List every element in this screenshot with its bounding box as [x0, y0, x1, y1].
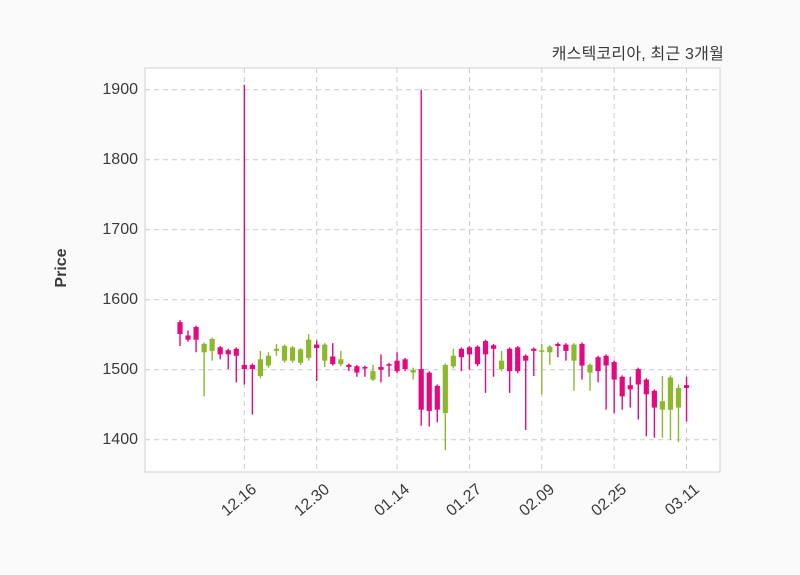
y-tick-label: 1600 [102, 290, 138, 308]
plot-border [144, 67, 721, 473]
candle-body [539, 350, 545, 352]
candle-body [265, 355, 272, 366]
candle-body [603, 355, 609, 366]
candle-body [651, 390, 657, 408]
candle-body [306, 339, 312, 358]
y-tick-label: 1800 [102, 150, 138, 168]
candle-body [426, 372, 432, 412]
y-tick-label: 1500 [102, 360, 138, 378]
candle-body [507, 348, 513, 372]
candle-body [402, 359, 408, 370]
candle-body [362, 366, 368, 369]
candle-body [338, 359, 344, 365]
y-tick-label: 1400 [102, 430, 138, 448]
candle-body [627, 385, 633, 390]
candle-body [587, 364, 593, 373]
candle-body [515, 347, 521, 372]
candle-body [233, 348, 239, 356]
candle-body [330, 356, 336, 365]
candle-body [201, 343, 207, 353]
candle-body [394, 360, 400, 372]
candle-body [177, 322, 183, 335]
candle-body [563, 344, 569, 351]
candle-body [442, 364, 448, 414]
candle-body [273, 348, 280, 351]
candle-body [217, 347, 223, 355]
candle-body [490, 345, 497, 349]
candle-body [555, 343, 561, 346]
candle-body [225, 350, 231, 355]
candle-body [289, 347, 296, 361]
candle-body [635, 369, 641, 385]
candle-body [450, 355, 456, 367]
candle-body [386, 364, 392, 366]
candle-body [378, 366, 384, 370]
candle-body [643, 379, 649, 395]
plot-background [145, 68, 720, 472]
candle-body [547, 346, 553, 353]
candle-body [354, 366, 360, 373]
chart-title: 캐스텍코리아, 최근 3개월 [551, 46, 724, 63]
candle-body [458, 348, 464, 358]
candle-body [466, 347, 473, 355]
candle-body [659, 401, 665, 410]
candle-body [434, 385, 440, 410]
candle-body [209, 338, 215, 351]
candle-body [531, 348, 537, 351]
candle-body [619, 376, 625, 397]
candle-body [370, 371, 376, 380]
candle-body [499, 360, 505, 370]
candle-body [322, 344, 328, 361]
y-tick-label: 1700 [102, 220, 138, 238]
y-tick-label: 1900 [102, 80, 138, 98]
candle-body [595, 357, 601, 372]
candle-body [314, 344, 320, 349]
candle-body [346, 364, 352, 367]
candle-body [410, 369, 416, 373]
candle-body [298, 349, 304, 363]
candle-body [675, 387, 682, 408]
candle-body [571, 344, 577, 361]
candle-body [241, 364, 247, 370]
candle-body [257, 359, 263, 377]
candle-body [579, 343, 585, 366]
candle-body [482, 341, 489, 355]
candle-body [683, 385, 690, 388]
candle-body [611, 362, 617, 380]
candle-body [281, 345, 288, 361]
candle-body [193, 327, 199, 340]
candle-body [523, 355, 529, 361]
candle-body [418, 369, 424, 410]
candle-body [667, 377, 674, 410]
candle-body [185, 335, 191, 340]
candle-body [249, 364, 255, 370]
candle-body [474, 346, 481, 365]
